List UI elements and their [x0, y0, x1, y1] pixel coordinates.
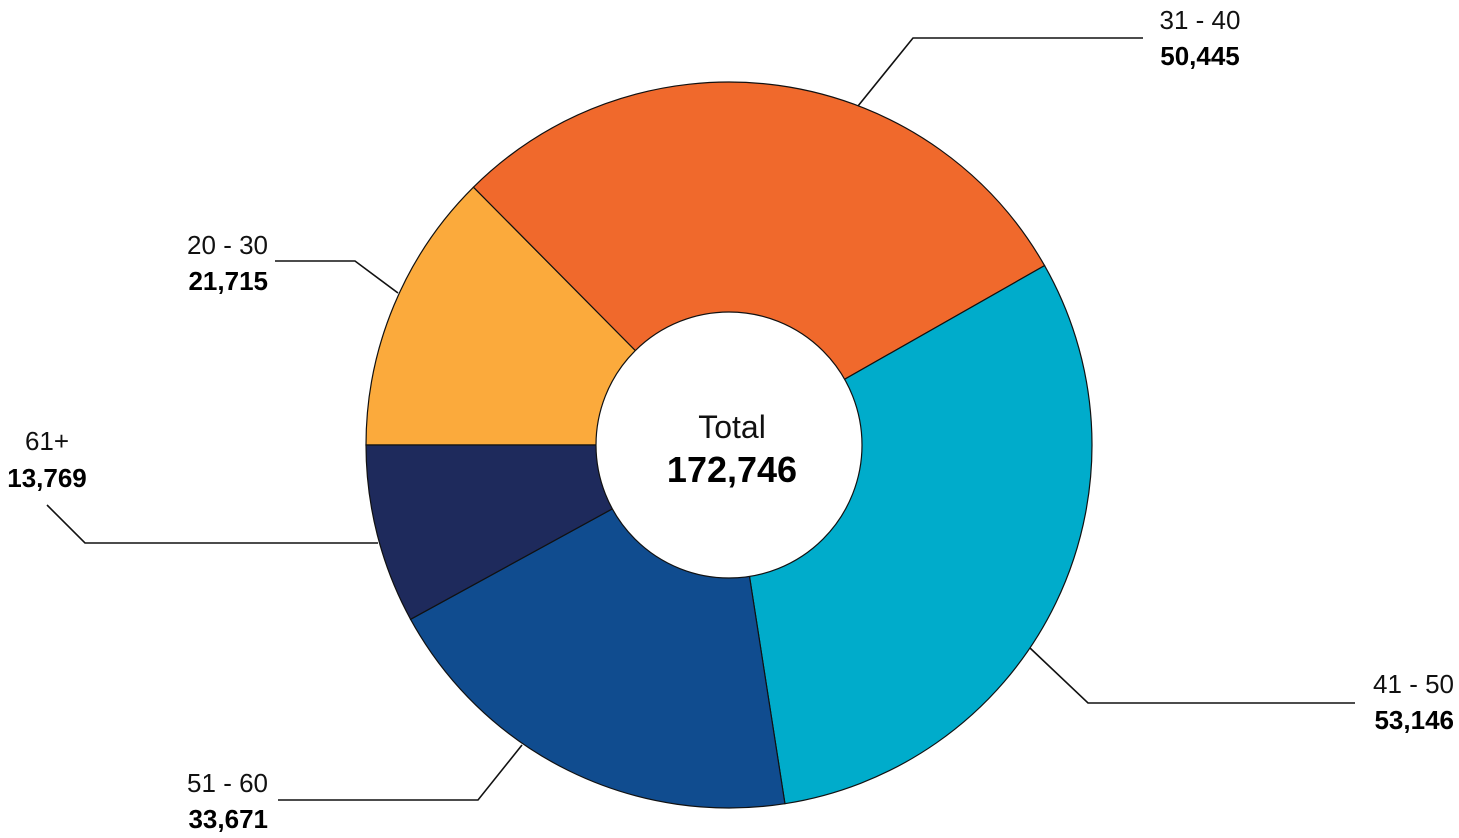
- slice-value-51-60: 33,671: [188, 804, 268, 834]
- slice-label-41-50: 41 - 50: [1373, 669, 1454, 699]
- leader-line-61-plus: [46, 504, 378, 544]
- center-label: Total: [698, 409, 766, 445]
- slice-label-20-30: 20 - 30: [187, 230, 268, 260]
- slice-value-41-50: 53,146: [1374, 705, 1454, 735]
- center-value: 172,746: [667, 449, 797, 490]
- leader-line-31-40: [857, 37, 1143, 107]
- slice-label-51-60: 51 - 60: [187, 768, 268, 798]
- slice-label-61-plus: 61+: [25, 426, 69, 456]
- slice-31-40: [472, 81, 1046, 446]
- leader-line-20-30: [275, 260, 399, 294]
- slice-value-61-plus: 13,769: [7, 463, 87, 493]
- leader-line-41-50: [1029, 647, 1355, 704]
- donut-hole: [595, 311, 863, 579]
- slice-label-31-40: 31 - 40: [1160, 5, 1241, 35]
- slice-value-20-30: 21,715: [188, 266, 268, 296]
- slice-value-31-40: 50,445: [1160, 41, 1240, 71]
- leader-line-51-60: [278, 744, 523, 801]
